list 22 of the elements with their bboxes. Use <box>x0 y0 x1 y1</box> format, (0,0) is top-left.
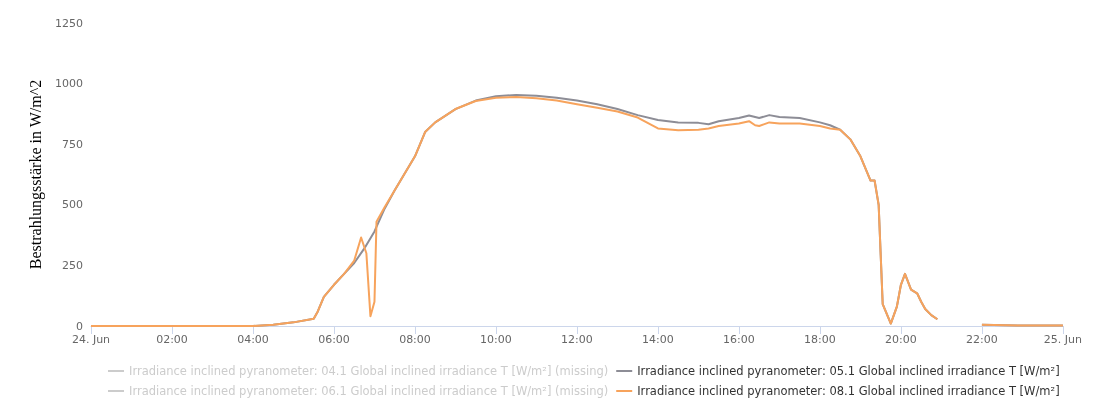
x-tick-label: 02:00 <box>156 333 188 346</box>
y-tick-label: 1000 <box>55 77 83 91</box>
x-tick-label: 12:00 <box>561 333 593 346</box>
y-tick-label: 250 <box>62 258 83 272</box>
x-tick-label: 10:00 <box>480 333 512 346</box>
x-tick-label: 18:00 <box>804 333 836 346</box>
legend-label: Irradiance inclined pyranometer: 05.1 Global inclined irradiance T [W/m²] <box>637 364 1060 378</box>
x-tick-label: 06:00 <box>318 333 350 346</box>
y-tick-label: 750 <box>62 137 83 151</box>
x-tick-label: 20:00 <box>885 333 917 346</box>
x-tick-label: 24. Jun <box>71 333 111 346</box>
x-tick-label: 25. Jun <box>1043 333 1083 346</box>
y-axis-title: Bestrahlungsstärke in W/m^2 <box>26 79 45 270</box>
x-tick-label: 08:00 <box>399 333 431 346</box>
legend-label: Irradiance inclined pyranometer: 08.1 Global inclined irradiance T [W/m²] <box>637 384 1060 398</box>
x-tick-label: 16:00 <box>723 333 755 346</box>
x-tick-label: 04:00 <box>237 333 269 346</box>
y-tick-label: 500 <box>62 198 83 212</box>
x-tick-label: 14:00 <box>642 333 674 346</box>
y-tick-label: 1250 <box>55 16 83 30</box>
y-tick-label: 0 <box>76 319 83 333</box>
x-tick-label: 22:00 <box>966 333 998 346</box>
